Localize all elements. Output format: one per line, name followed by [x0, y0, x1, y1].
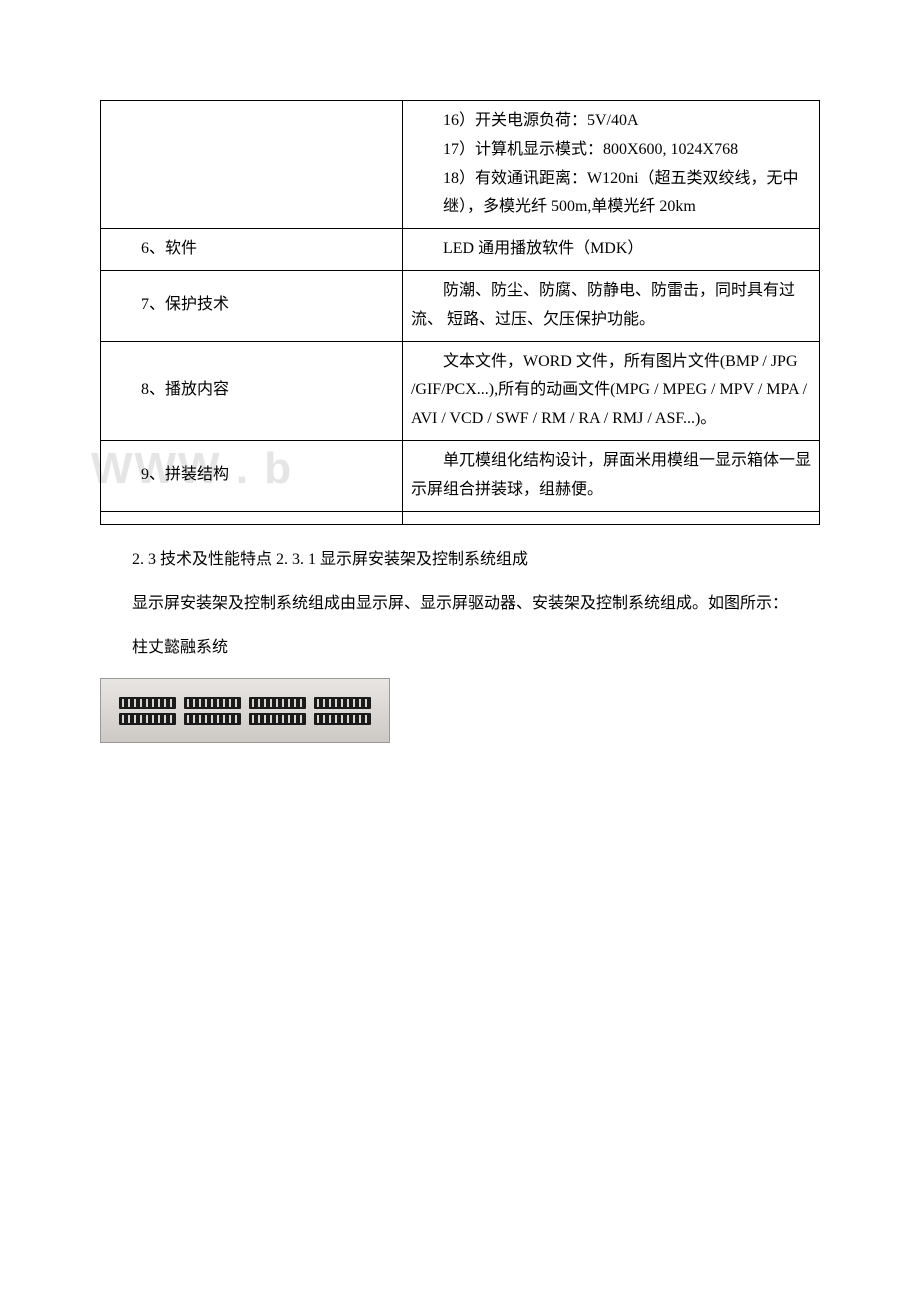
cell-left	[101, 101, 403, 229]
device-slot	[249, 697, 306, 709]
watermark-text: WWW . b	[91, 429, 293, 508]
cell-text: LED 通用播放软件（MDK）	[411, 235, 811, 264]
cell-right: 16）开关电源负荷：5V/40A 17）计算机显示模式：800X600, 102…	[402, 101, 819, 229]
table-row: 7、保护技术 防潮、防尘、防腐、防静电、防雷击，同时具有过流、 短路、过压、欠压…	[101, 270, 820, 341]
device-slot	[184, 697, 241, 709]
cell-text: 防潮、防尘、防腐、防静电、防雷击，同时具有过流、 短路、过压、欠压保护功能。	[411, 277, 811, 335]
device-image	[100, 678, 390, 743]
cell-right	[402, 511, 819, 524]
cell-left	[101, 511, 403, 524]
table-row	[101, 511, 820, 524]
cell-left: 6、软件	[101, 229, 403, 271]
device-slot	[184, 713, 241, 725]
device-slot	[314, 713, 371, 725]
device-slot	[119, 713, 176, 725]
spec-table: 16）开关电源负荷：5V/40A 17）计算机显示模式：800X600, 102…	[100, 100, 820, 525]
table-row: 8、播放内容 文本文件，WORD 文件，所有图片文件(BMP / JPG /GI…	[101, 341, 820, 440]
spec-item: 17）计算机显示模式：800X600, 1024X768	[411, 136, 811, 165]
device-slot-row	[119, 697, 371, 709]
body-text: 显示屏安装架及控制系统组成由显示屏、显示屏驱动器、安装架及控制系统组成。如图所示…	[100, 589, 820, 619]
cell-right: LED 通用播放软件（MDK）	[402, 229, 819, 271]
device-slot	[119, 697, 176, 709]
spec-item: 18）有效通讯距离：W120ni（超五类双绞线，无中	[411, 165, 811, 194]
cell-left: 9、拼装结构 WWW . b	[101, 440, 403, 511]
cell-right: 文本文件，WORD 文件，所有图片文件(BMP / JPG /GIF/PCX..…	[402, 341, 819, 440]
table-row: 9、拼装结构 WWW . b 单兀模组化结构设计，屏面米用模组一显示箱体一显 示…	[101, 440, 820, 511]
table-row: 16）开关电源负荷：5V/40A 17）计算机显示模式：800X600, 102…	[101, 101, 820, 229]
table-row: 6、软件 LED 通用播放软件（MDK）	[101, 229, 820, 271]
cell-left: 8、播放内容	[101, 341, 403, 440]
device-slot-row	[119, 713, 371, 725]
device-slot	[314, 697, 371, 709]
body-text: 柱丈懿融系统	[100, 633, 820, 663]
cell-right: 防潮、防尘、防腐、防静电、防雷击，同时具有过流、 短路、过压、欠压保护功能。	[402, 270, 819, 341]
cell-text: 9、拼装结构	[141, 466, 229, 483]
device-slot	[249, 713, 306, 725]
cell-right: 单兀模组化结构设计，屏面米用模组一显示箱体一显 示屏组合拼装球，组赫便。	[402, 440, 819, 511]
cell-text: 文本文件，WORD 文件，所有图片文件(BMP / JPG /GIF/PCX..…	[411, 348, 811, 434]
spec-item: 继），多模光纤 500m,单模光纤 20km	[411, 193, 811, 222]
spec-item: 16）开关电源负荷：5V/40A	[411, 107, 811, 136]
section-heading: 2. 3 技术及性能特点 2. 3. 1 显示屏安装架及控制系统组成	[100, 545, 820, 575]
cell-text: 单兀模组化结构设计，屏面米用模组一显示箱体一显 示屏组合拼装球，组赫便。	[411, 447, 811, 505]
cell-left: 7、保护技术	[101, 270, 403, 341]
